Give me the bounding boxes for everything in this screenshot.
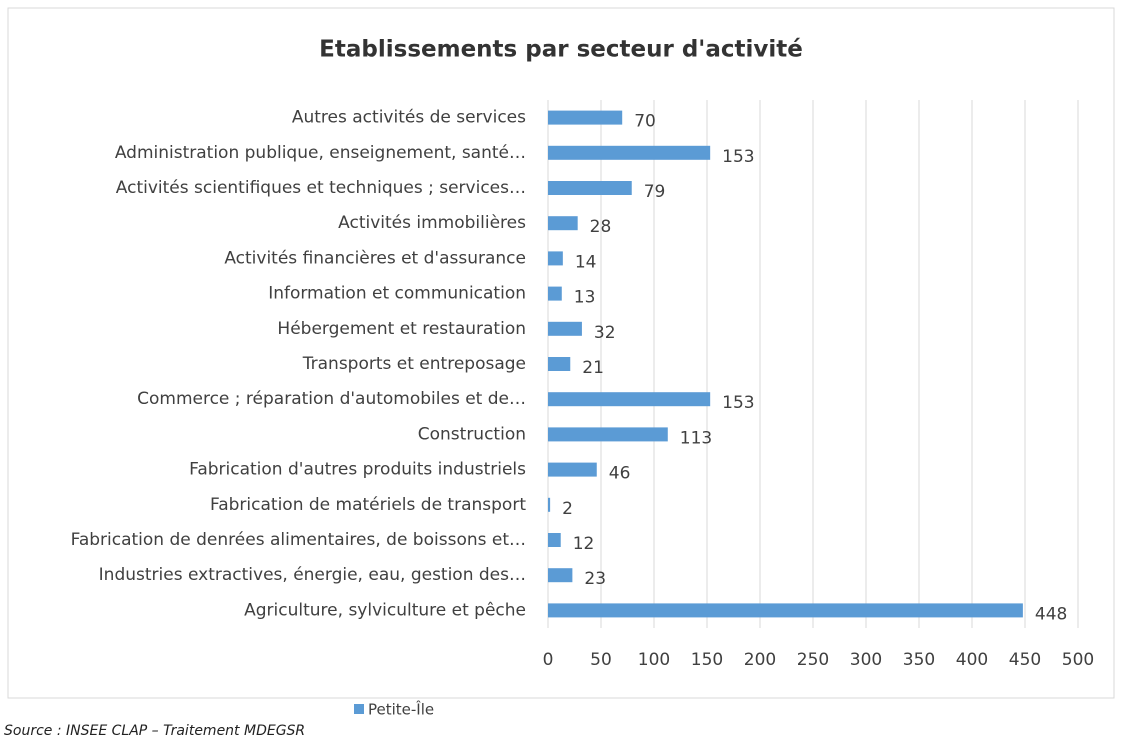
data-label: 153 bbox=[722, 393, 754, 413]
x-tick-label: 450 bbox=[1009, 650, 1041, 670]
bar bbox=[548, 462, 597, 477]
bar bbox=[548, 181, 632, 195]
data-label: 448 bbox=[1035, 604, 1067, 624]
data-label: 79 bbox=[644, 182, 666, 202]
legend-label: Petite-Île bbox=[368, 700, 434, 719]
x-tick-label: 350 bbox=[903, 650, 935, 670]
bar bbox=[548, 427, 668, 442]
x-tick-label: 0 bbox=[543, 650, 554, 670]
y-tick-label: Agriculture, sylviculture et pêche bbox=[244, 600, 526, 620]
bar bbox=[548, 321, 582, 336]
y-tick-label: Activités immobilières bbox=[338, 213, 526, 233]
chart-title: Etablissements par secteur d'activité bbox=[319, 37, 803, 63]
bar bbox=[548, 497, 551, 512]
bar bbox=[548, 533, 561, 547]
data-label: 14 bbox=[575, 252, 597, 272]
bar bbox=[548, 603, 1023, 618]
bar bbox=[548, 357, 571, 371]
y-tick-label: Activités financières et d'assurance bbox=[224, 248, 526, 268]
bar bbox=[548, 110, 623, 125]
bar bbox=[548, 286, 562, 301]
data-label: 32 bbox=[594, 323, 616, 343]
bar bbox=[548, 251, 563, 266]
x-tick-label: 50 bbox=[590, 650, 612, 670]
y-tick-label: Commerce ; réparation d'automobiles et d… bbox=[137, 389, 526, 409]
y-tick-label: Fabrication de denrées alimentaires, de … bbox=[71, 530, 526, 550]
data-label: 13 bbox=[574, 288, 596, 308]
x-tick-label: 250 bbox=[797, 650, 829, 670]
y-tick-label: Information et communication bbox=[268, 284, 526, 304]
data-label: 2 bbox=[562, 499, 573, 519]
y-tick-label: Construction bbox=[418, 424, 526, 444]
data-label: 46 bbox=[609, 464, 631, 484]
y-tick-label: Hébergement et restauration bbox=[277, 319, 526, 339]
source-note: Source : INSEE CLAP – Traitement MDEGSR bbox=[4, 723, 305, 739]
bar bbox=[548, 216, 578, 231]
x-tick-label: 200 bbox=[744, 650, 776, 670]
y-tick-label: Transports et entreposage bbox=[302, 354, 526, 374]
x-tick-label: 150 bbox=[691, 650, 723, 670]
data-label: 21 bbox=[582, 358, 604, 378]
y-tick-label: Industries extractives, énergie, eau, ge… bbox=[99, 565, 526, 585]
x-tick-label: 400 bbox=[956, 650, 988, 670]
y-tick-label: Activités scientifiques et techniques ; … bbox=[116, 178, 526, 198]
x-tick-label: 100 bbox=[638, 650, 670, 670]
data-label: 28 bbox=[590, 217, 612, 237]
y-tick-label: Fabrication d'autres produits industriel… bbox=[189, 460, 526, 480]
bar bbox=[548, 145, 711, 160]
x-tick-label: 300 bbox=[850, 650, 882, 670]
y-tick-label: Fabrication de matériels de transport bbox=[210, 495, 526, 515]
y-tick-label: Autres activités de services bbox=[292, 108, 526, 128]
data-label: 70 bbox=[634, 112, 656, 132]
data-label: 23 bbox=[584, 569, 606, 589]
data-label: 12 bbox=[573, 534, 595, 554]
legend-swatch bbox=[354, 704, 364, 714]
data-label: 153 bbox=[722, 147, 754, 167]
data-label: 113 bbox=[680, 428, 712, 448]
bar bbox=[548, 392, 711, 407]
x-tick-label: 500 bbox=[1062, 650, 1094, 670]
bar bbox=[548, 568, 573, 583]
y-tick-label: Administration publique, enseignement, s… bbox=[115, 143, 526, 163]
